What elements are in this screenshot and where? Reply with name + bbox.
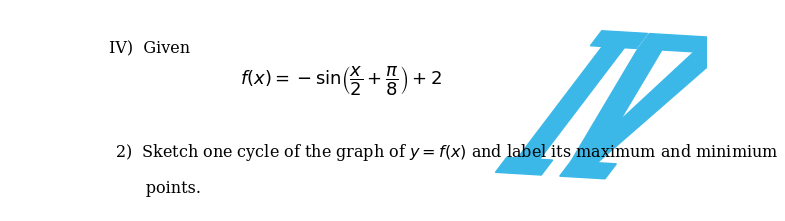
Text: points.: points. (115, 180, 201, 197)
Polygon shape (571, 49, 662, 163)
Text: 2)  Sketch one cycle of the graph of $y = f(x)$ and label its maximum and minimi: 2) Sketch one cycle of the graph of $y =… (115, 142, 779, 163)
Polygon shape (576, 52, 722, 163)
Polygon shape (590, 31, 648, 48)
Polygon shape (495, 157, 553, 175)
Text: $f(x) = -\sin\!\left(\dfrac{x}{2} + \dfrac{\pi}{8}\right) + 2$: $f(x) = -\sin\!\left(\dfrac{x}{2} + \dfr… (240, 64, 443, 97)
Text: IV)  Given: IV) Given (109, 40, 190, 57)
Polygon shape (638, 34, 734, 53)
Polygon shape (517, 46, 624, 159)
Polygon shape (560, 161, 616, 179)
